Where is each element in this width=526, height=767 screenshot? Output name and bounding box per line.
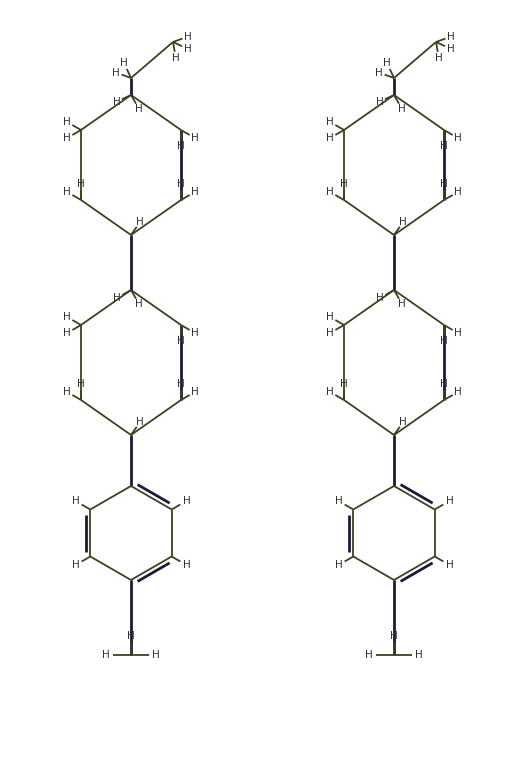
Text: H: H bbox=[399, 217, 407, 227]
Text: H: H bbox=[376, 97, 383, 107]
Text: H: H bbox=[326, 312, 334, 322]
Text: H: H bbox=[447, 44, 454, 54]
Text: H: H bbox=[454, 133, 462, 143]
Text: H: H bbox=[454, 387, 462, 397]
Text: H: H bbox=[177, 179, 185, 189]
Text: H: H bbox=[326, 117, 334, 127]
Text: H: H bbox=[335, 560, 342, 570]
Text: H: H bbox=[435, 53, 443, 63]
Text: H: H bbox=[172, 53, 180, 63]
Text: H: H bbox=[454, 187, 462, 197]
Text: H: H bbox=[415, 650, 423, 660]
Text: H: H bbox=[120, 58, 128, 68]
Text: H: H bbox=[63, 133, 71, 143]
Text: H: H bbox=[135, 299, 143, 309]
Text: H: H bbox=[183, 496, 190, 506]
Text: H: H bbox=[63, 328, 71, 338]
Text: H: H bbox=[184, 31, 192, 41]
Text: H: H bbox=[191, 133, 199, 143]
Text: H: H bbox=[77, 379, 85, 389]
Text: H: H bbox=[375, 67, 383, 77]
Text: H: H bbox=[102, 650, 110, 660]
Text: H: H bbox=[399, 417, 407, 427]
Text: H: H bbox=[77, 179, 85, 189]
Text: H: H bbox=[177, 141, 185, 151]
Text: H: H bbox=[376, 293, 384, 303]
Text: H: H bbox=[326, 328, 334, 338]
Text: H: H bbox=[72, 560, 79, 570]
Text: H: H bbox=[63, 187, 71, 197]
Text: H: H bbox=[335, 496, 342, 506]
Text: H: H bbox=[447, 31, 455, 41]
Text: H: H bbox=[454, 328, 462, 338]
Text: H: H bbox=[177, 336, 185, 346]
Text: H: H bbox=[446, 560, 453, 570]
Text: H: H bbox=[127, 631, 135, 641]
Text: H: H bbox=[365, 650, 373, 660]
Text: H: H bbox=[113, 97, 120, 107]
Text: H: H bbox=[440, 336, 448, 346]
Text: H: H bbox=[340, 379, 348, 389]
Text: H: H bbox=[136, 217, 144, 227]
Text: H: H bbox=[191, 187, 199, 197]
Text: H: H bbox=[63, 117, 71, 127]
Text: H: H bbox=[326, 133, 334, 143]
Text: H: H bbox=[326, 387, 334, 397]
Text: H: H bbox=[135, 104, 143, 114]
Text: H: H bbox=[398, 299, 406, 309]
Text: H: H bbox=[440, 379, 448, 389]
Text: H: H bbox=[112, 67, 120, 77]
Text: H: H bbox=[191, 328, 199, 338]
Text: H: H bbox=[136, 417, 144, 427]
Text: H: H bbox=[72, 496, 79, 506]
Text: H: H bbox=[383, 58, 391, 68]
Text: H: H bbox=[63, 312, 71, 322]
Text: H: H bbox=[184, 44, 191, 54]
Text: H: H bbox=[177, 379, 185, 389]
Text: H: H bbox=[152, 650, 160, 660]
Text: H: H bbox=[390, 631, 398, 641]
Text: H: H bbox=[63, 387, 71, 397]
Text: H: H bbox=[340, 179, 348, 189]
Text: H: H bbox=[183, 560, 190, 570]
Text: H: H bbox=[113, 293, 121, 303]
Text: H: H bbox=[440, 179, 448, 189]
Text: H: H bbox=[446, 496, 453, 506]
Text: H: H bbox=[440, 141, 448, 151]
Text: H: H bbox=[326, 187, 334, 197]
Text: H: H bbox=[398, 104, 406, 114]
Text: H: H bbox=[191, 387, 199, 397]
